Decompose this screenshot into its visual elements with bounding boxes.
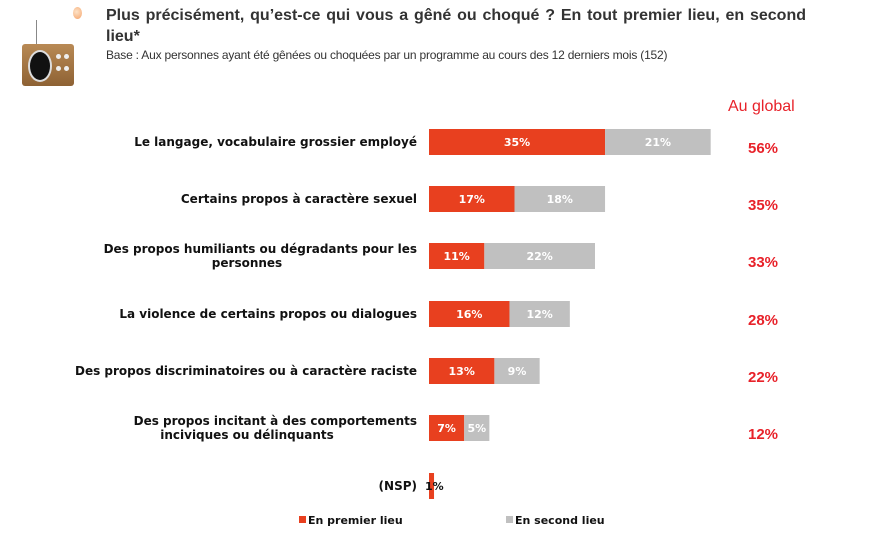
bar-second — [605, 129, 711, 155]
bar-value-label: 5% — [467, 422, 486, 435]
bar-value-label: 21% — [645, 136, 671, 149]
radio-image — [20, 20, 76, 90]
global-total: 12% — [748, 426, 778, 443]
category-label: Des propos humiliants ou dégradants pour… — [104, 242, 417, 256]
global-header: Au global — [728, 98, 795, 115]
bar-value-label: 17% — [459, 193, 485, 206]
category-label: Des propos incitant à des comportements — [134, 414, 417, 428]
bar-value-label: 16% — [456, 308, 482, 321]
bullet-icon — [73, 7, 82, 19]
global-total: 22% — [748, 369, 778, 386]
bar-premier — [429, 358, 495, 384]
global-total: 56% — [748, 140, 778, 157]
bar-premier — [429, 129, 606, 155]
legend-label: En premier lieu — [308, 514, 403, 527]
bar-value-label: 11% — [443, 250, 469, 263]
bar-second — [464, 415, 490, 441]
bar-value-label: 9% — [508, 365, 527, 378]
global-total: 35% — [748, 197, 778, 214]
bar-second — [484, 243, 595, 269]
category-label: La violence de certains propos ou dialog… — [119, 307, 417, 321]
legend-swatch — [506, 516, 513, 523]
legend-swatch — [299, 516, 306, 523]
category-label: personnes — [212, 256, 282, 270]
category-label: Des propos discriminatoires ou à caractè… — [75, 364, 417, 378]
bar-second — [494, 358, 540, 384]
category-label: (NSP) — [379, 479, 417, 493]
bar-premier — [429, 243, 485, 269]
category-label: Le langage, vocabulaire grossier employé — [134, 135, 417, 149]
global-total: 33% — [748, 254, 778, 271]
category-label: inciviques ou délinquants — [160, 428, 334, 442]
legend-label: En second lieu — [515, 514, 605, 527]
bar-value-label: 1% — [425, 480, 444, 493]
page-title: Plus précisément, qu’est-ce qui vous a g… — [106, 7, 806, 45]
page-subtitle: Base : Aux personnes ayant été gênées ou… — [106, 48, 668, 62]
bar-value-label: 13% — [449, 365, 475, 378]
bar-value-label: 7% — [437, 422, 456, 435]
bar-value-label: 35% — [504, 136, 530, 149]
bar-value-label: 22% — [526, 250, 552, 263]
bar-premier — [429, 415, 465, 441]
bar-value-label: 12% — [526, 308, 552, 321]
bar-value-label: 18% — [547, 193, 573, 206]
bar-premier — [429, 473, 435, 499]
global-total: 28% — [748, 312, 778, 329]
bar-second — [509, 301, 570, 327]
bar-premier — [429, 186, 515, 212]
bar-second — [514, 186, 606, 212]
category-label: Certains propos à caractère sexuel — [181, 192, 417, 206]
bar-premier — [429, 301, 510, 327]
